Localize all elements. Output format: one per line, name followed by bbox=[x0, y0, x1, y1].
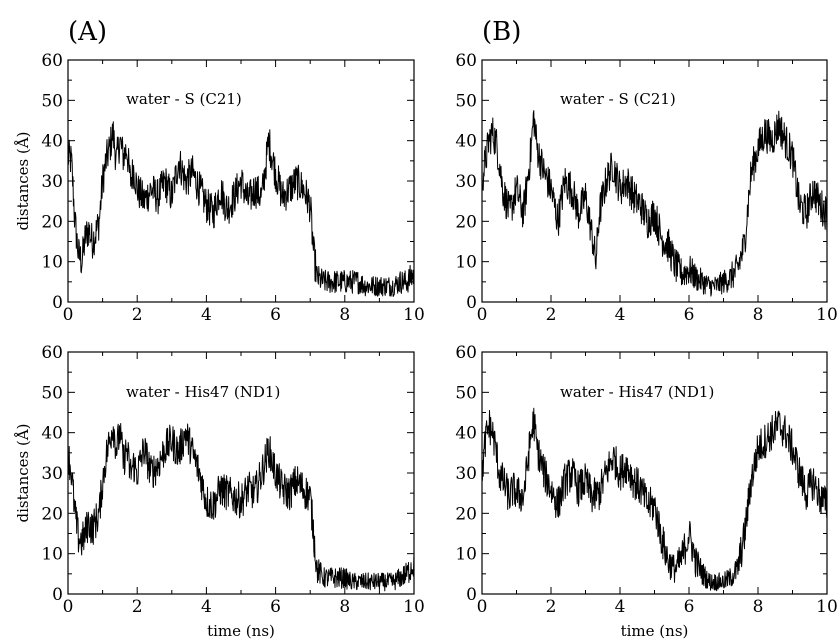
x-tick-label: 8 bbox=[753, 305, 764, 325]
y-tick-label: 60 bbox=[455, 343, 477, 363]
x-tick-label: 2 bbox=[546, 597, 557, 617]
x-tick-label: 6 bbox=[684, 597, 695, 617]
series-annotation: water - S (C21) bbox=[126, 90, 242, 108]
x-tick-label: 6 bbox=[270, 597, 281, 617]
x-tick-label: 0 bbox=[63, 597, 74, 617]
y-tick-label: 60 bbox=[455, 51, 477, 71]
chart-panel-a-bottom: 0 2 4 6 8 10 0 10 20 30 40 50 60 distances (Å) time (n… bbox=[14, 343, 425, 640]
x-tick-label: 4 bbox=[615, 305, 626, 325]
panel-label-b: (B) bbox=[482, 17, 521, 47]
y-tick-label: 40 bbox=[455, 424, 477, 444]
y-tick-label: 10 bbox=[41, 253, 63, 273]
series-annotation: water - S (C21) bbox=[560, 90, 676, 108]
y-tick-label: 30 bbox=[455, 172, 477, 192]
y-axis-title: distances (Å) bbox=[14, 423, 32, 522]
y-tick-label: 0 bbox=[52, 585, 63, 605]
y-tick-label: 60 bbox=[41, 343, 63, 363]
y-tick-label: 60 bbox=[41, 51, 63, 71]
y-tick-label: 10 bbox=[41, 545, 63, 565]
x-tick-label: 0 bbox=[63, 305, 74, 325]
series-line bbox=[67, 121, 415, 297]
chart-panel-b-bottom: 0 2 4 6 8 10 0 10 20 30 40 50 60 time (ns) water - His… bbox=[455, 343, 837, 640]
x-tick-label: 8 bbox=[753, 597, 764, 617]
x-tick-label: 0 bbox=[477, 305, 488, 325]
x-tick-label: 10 bbox=[816, 597, 838, 617]
y-tick-label: 40 bbox=[41, 132, 63, 152]
y-tick-label: 20 bbox=[455, 504, 477, 524]
series-line bbox=[481, 407, 828, 592]
series-line bbox=[481, 110, 828, 297]
chart-panel-a-top: 0 2 4 6 8 10 0 10 20 30 40 50 60 distances (Å) water -… bbox=[14, 51, 425, 325]
x-tick-label: 10 bbox=[403, 305, 425, 325]
y-tick-label: 0 bbox=[52, 293, 63, 313]
x-tick-label: 2 bbox=[132, 305, 143, 325]
y-tick-label: 50 bbox=[41, 383, 63, 403]
y-tick-label: 50 bbox=[41, 91, 63, 111]
x-tick-label: 10 bbox=[403, 597, 425, 617]
series-line bbox=[67, 423, 415, 592]
chart-panel-b-top: 0 2 4 6 8 10 0 10 20 30 40 50 60 water - S (C21) bbox=[455, 51, 837, 325]
y-axis-title: distances (Å) bbox=[14, 131, 32, 230]
y-tick-label: 30 bbox=[455, 464, 477, 484]
x-tick-label: 4 bbox=[201, 305, 212, 325]
x-tick-label: 4 bbox=[615, 597, 626, 617]
series-annotation: water - His47 (ND1) bbox=[126, 383, 280, 401]
x-tick-label: 4 bbox=[201, 597, 212, 617]
y-tick-label: 10 bbox=[455, 545, 477, 565]
x-axis-title: time (ns) bbox=[207, 622, 275, 640]
y-tick-label: 50 bbox=[455, 91, 477, 111]
y-tick-label: 30 bbox=[41, 464, 63, 484]
panel-label-a: (A) bbox=[68, 17, 107, 47]
y-tick-label: 10 bbox=[455, 253, 477, 273]
x-tick-label: 6 bbox=[270, 305, 281, 325]
y-tick-label: 20 bbox=[41, 504, 63, 524]
series-annotation: water - His47 (ND1) bbox=[560, 383, 714, 401]
x-tick-label: 10 bbox=[816, 305, 838, 325]
y-tick-label: 50 bbox=[455, 383, 477, 403]
y-tick-label: 20 bbox=[455, 212, 477, 232]
y-tick-label: 30 bbox=[41, 172, 63, 192]
y-tick-label: 40 bbox=[455, 132, 477, 152]
x-tick-label: 8 bbox=[339, 597, 350, 617]
y-tick-label: 0 bbox=[466, 293, 477, 313]
y-tick-label: 40 bbox=[41, 424, 63, 444]
y-tick-label: 0 bbox=[466, 585, 477, 605]
y-tick-label: 20 bbox=[41, 212, 63, 232]
x-tick-label: 2 bbox=[132, 597, 143, 617]
x-axis-title: time (ns) bbox=[621, 622, 689, 640]
x-tick-label: 2 bbox=[546, 305, 557, 325]
x-tick-label: 8 bbox=[339, 305, 350, 325]
x-tick-label: 0 bbox=[477, 597, 488, 617]
x-tick-label: 6 bbox=[684, 305, 695, 325]
